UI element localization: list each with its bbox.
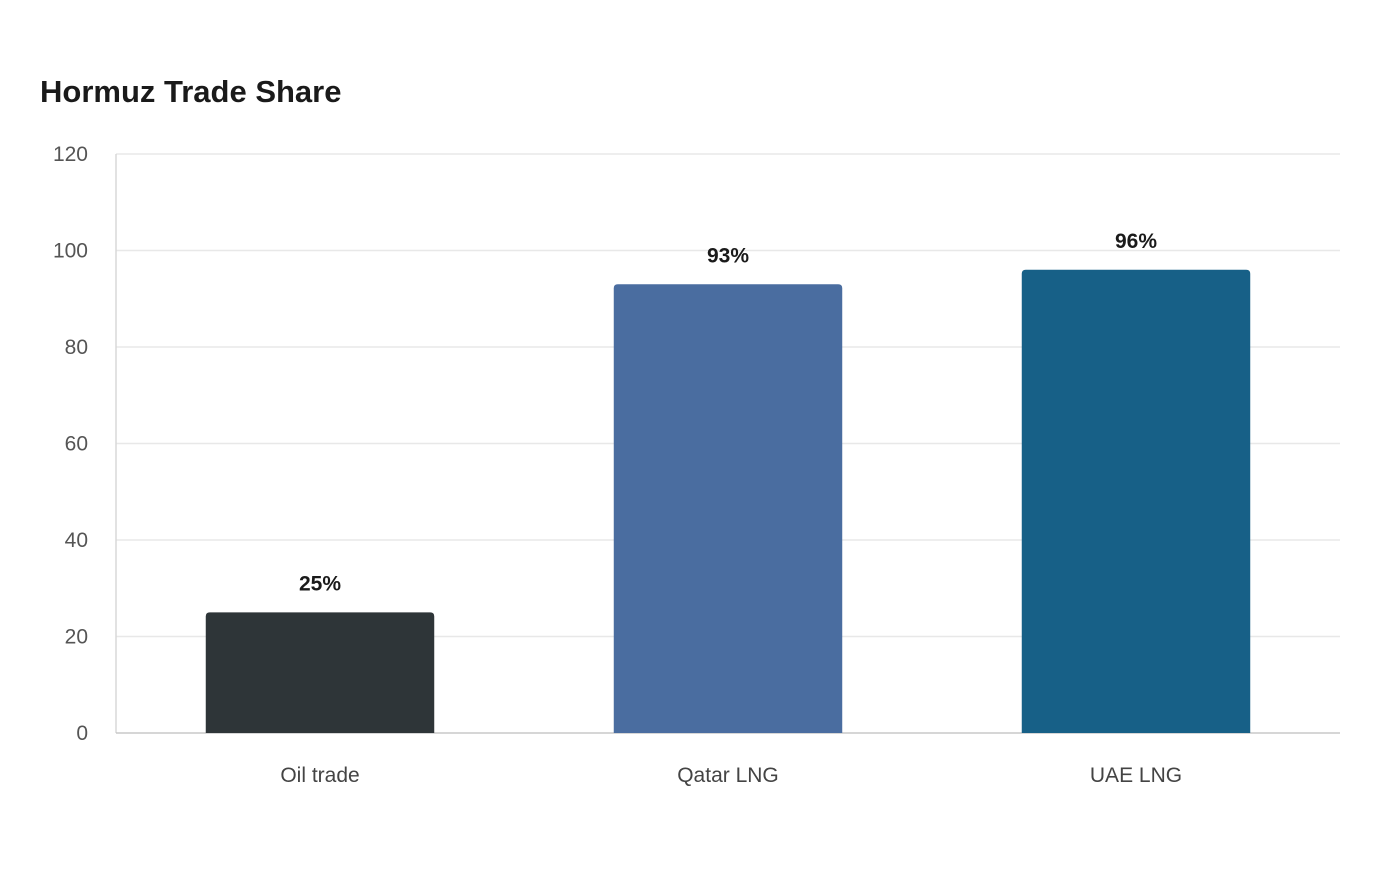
y-tick-label: 80	[65, 336, 88, 359]
chart-title: Hormuz Trade Share	[40, 74, 342, 109]
y-tick-label: 120	[53, 143, 88, 166]
y-tick-label: 0	[76, 722, 88, 745]
bars	[205, 269, 1251, 733]
y-axis-ticks: 0 20 40 60 80 100 120	[53, 143, 88, 745]
y-tick-label: 60	[65, 433, 88, 456]
x-category-label: UAE LNG	[1090, 764, 1182, 787]
data-label: 96%	[1115, 230, 1157, 253]
y-tick-label: 100	[53, 240, 88, 263]
data-label: 25%	[299, 572, 341, 595]
data-labels: 25% 93% 96%	[299, 230, 1157, 596]
bar-uae-lng	[1021, 269, 1251, 733]
x-category-label: Oil trade	[280, 764, 359, 787]
data-label: 93%	[707, 244, 749, 267]
x-category-label: Qatar LNG	[677, 764, 779, 787]
y-tick-label: 40	[65, 529, 88, 552]
bar-oil-trade	[205, 612, 435, 733]
y-tick-label: 20	[65, 626, 88, 649]
bar-qatar-lng	[613, 284, 843, 733]
x-axis-categories: Oil trade Qatar LNG UAE LNG	[280, 764, 1182, 787]
